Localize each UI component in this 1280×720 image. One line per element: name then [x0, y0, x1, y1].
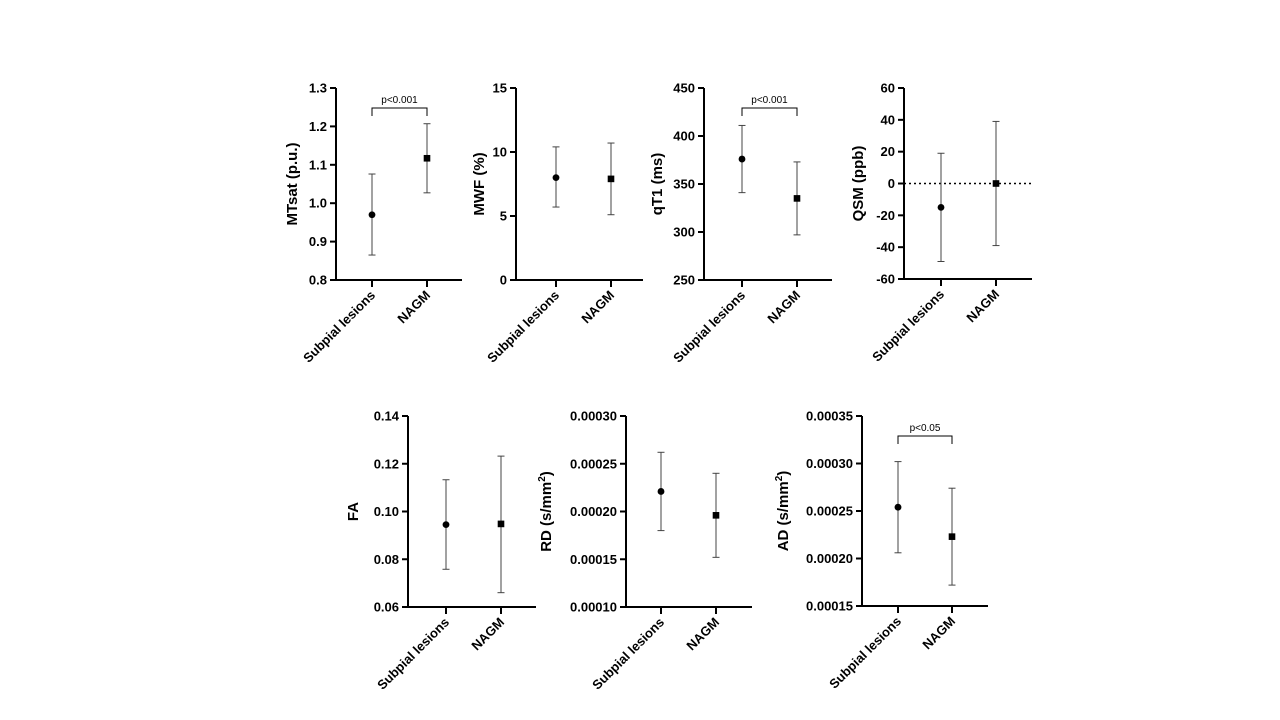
y-tick-label: 40	[881, 112, 895, 127]
x-category-label: Subpial lesions	[589, 615, 667, 693]
x-category-label: NAGM	[394, 288, 433, 327]
y-tick-label: -40	[876, 240, 895, 255]
y-axis-title: QSM (ppb)	[850, 146, 867, 222]
y-tick-label: 450	[673, 81, 695, 96]
mean-point-square	[712, 512, 720, 519]
y-tick-label: 1.0	[309, 196, 327, 211]
significance-bracket	[371, 107, 428, 116]
chart-panel-6: 0.00010 0.00015 0.00020 0.00025 0.00030 RD (s…	[537, 409, 752, 693]
y-axis-title: MTsat (p.u.)	[284, 142, 301, 225]
mean-point-circle	[738, 155, 746, 163]
y-tick-label: 10	[493, 145, 507, 160]
y-axis-title-text: QSM (ppb)	[850, 146, 867, 222]
y-axis-title-text: MWF (%)	[471, 152, 488, 215]
x-category-label: Subpial lesions	[484, 288, 562, 366]
y-axis-title-superscript: 2	[537, 476, 548, 482]
x-category-label: NAGM	[919, 614, 958, 653]
y-axis-title: AD (s/mm2)	[774, 471, 792, 552]
chart-panel-3: 250 300 350 400 450 qT1 (ms) Subpial lesions NA…	[649, 81, 832, 366]
x-category-label: NAGM	[764, 288, 803, 327]
significance-bracket	[741, 107, 798, 116]
y-tick-label: 0.00025	[570, 456, 617, 471]
mean-point-circle	[442, 521, 450, 529]
y-tick-label: 300	[673, 225, 695, 240]
significance-label: p<0.001	[751, 95, 788, 106]
y-tick-label: 0.00020	[570, 504, 617, 519]
y-tick-label: 0.12	[374, 456, 399, 471]
mean-point-square	[948, 533, 956, 540]
chart-panel-5: 0.06 0.08 0.10 0.12 0.14 FA Subpial lesions NAG…	[345, 409, 536, 693]
y-axis-title-text: qT1 (ms)	[649, 153, 666, 216]
y-axis-title-end: )	[538, 471, 555, 476]
x-category-label: Subpial lesions	[826, 614, 904, 692]
x-category-label: NAGM	[468, 615, 507, 654]
y-axis-title: RD (s/mm2)	[537, 471, 555, 552]
y-tick-label: 0.00035	[806, 409, 853, 424]
x-category-label: Subpial lesions	[869, 287, 947, 365]
mean-point-square	[793, 195, 801, 202]
mean-point-circle	[937, 203, 945, 211]
mean-point-square	[497, 520, 505, 528]
x-category-label: Subpial lesions	[374, 615, 452, 693]
y-axis-title-superscript: 2	[774, 475, 785, 481]
y-tick-label: -60	[876, 272, 895, 287]
y-tick-label: 5	[500, 209, 507, 224]
y-tick-label: 350	[673, 177, 695, 192]
y-axis-title-text: FA	[345, 502, 362, 521]
y-tick-label: 0	[888, 176, 895, 191]
significance-label: p<0.001	[381, 95, 418, 106]
chart-panel-2: 0 5 10 15 MWF (%) Subpial lesions NAGM	[471, 81, 643, 366]
y-tick-label: 0.00020	[806, 551, 853, 566]
chart-panel-1: 0.8 0.9 1.0 1.1 1.2 1.3 MTsat (p.u.) Subpial le…	[284, 81, 462, 366]
y-tick-label: 0	[500, 273, 507, 288]
chart-panel-7: 0.00015 0.00020 0.00025 0.00030 0.00035 AD (s…	[774, 409, 988, 692]
y-tick-label: 0.08	[374, 552, 399, 567]
x-category-label: Subpial lesions	[670, 288, 748, 366]
y-tick-label: 0.00030	[806, 456, 853, 471]
y-axis-title: qT1 (ms)	[649, 153, 666, 216]
y-tick-label: 0.00030	[570, 409, 617, 424]
y-tick-label: -20	[876, 208, 895, 223]
y-tick-label: 0.06	[374, 600, 399, 615]
y-axis-title-text: RD (s/mm	[538, 482, 555, 552]
y-tick-label: 250	[673, 273, 695, 288]
mean-point-circle	[657, 488, 665, 495]
y-tick-label: 1.2	[309, 119, 327, 134]
y-tick-label: 0.10	[374, 504, 399, 519]
mean-point-circle	[368, 211, 376, 219]
y-tick-label: 0.00015	[806, 599, 853, 614]
x-category-label: Subpial lesions	[300, 288, 378, 366]
y-tick-label: 1.1	[309, 157, 327, 172]
y-tick-label: 0.00010	[570, 600, 617, 615]
significance-label: p<0.05	[910, 423, 941, 434]
y-tick-label: 0.00025	[806, 504, 853, 519]
mean-point-square	[992, 180, 1000, 187]
y-tick-label: 400	[673, 129, 695, 144]
mean-point-circle	[552, 174, 560, 182]
x-category-label: NAGM	[683, 615, 722, 654]
x-category-label: NAGM	[578, 288, 617, 327]
y-axis-title-text: MTsat (p.u.)	[284, 142, 301, 225]
chart-panel-4: -60 -40 -20 0 20 40 60 QSM (ppb) Subpial lesions…	[850, 81, 1032, 365]
y-tick-label: 60	[881, 81, 895, 96]
y-tick-label: 15	[493, 81, 507, 96]
y-tick-label: 0.14	[374, 409, 400, 424]
y-tick-label: 0.8	[309, 273, 327, 288]
y-tick-label: 20	[881, 144, 895, 159]
mean-point-circle	[894, 503, 902, 511]
y-axis-title: FA	[345, 502, 362, 521]
y-tick-label: 0.00015	[570, 552, 617, 567]
y-tick-label: 0.9	[309, 234, 327, 249]
mean-point-square	[607, 175, 615, 183]
y-axis-title-end: )	[775, 471, 792, 476]
mean-point-square	[423, 154, 431, 162]
y-tick-label: 1.3	[309, 81, 327, 96]
significance-bracket	[897, 435, 953, 444]
y-axis-title: MWF (%)	[471, 152, 488, 215]
x-category-label: NAGM	[963, 287, 1002, 326]
y-axis-title-text: AD (s/mm	[775, 481, 792, 551]
